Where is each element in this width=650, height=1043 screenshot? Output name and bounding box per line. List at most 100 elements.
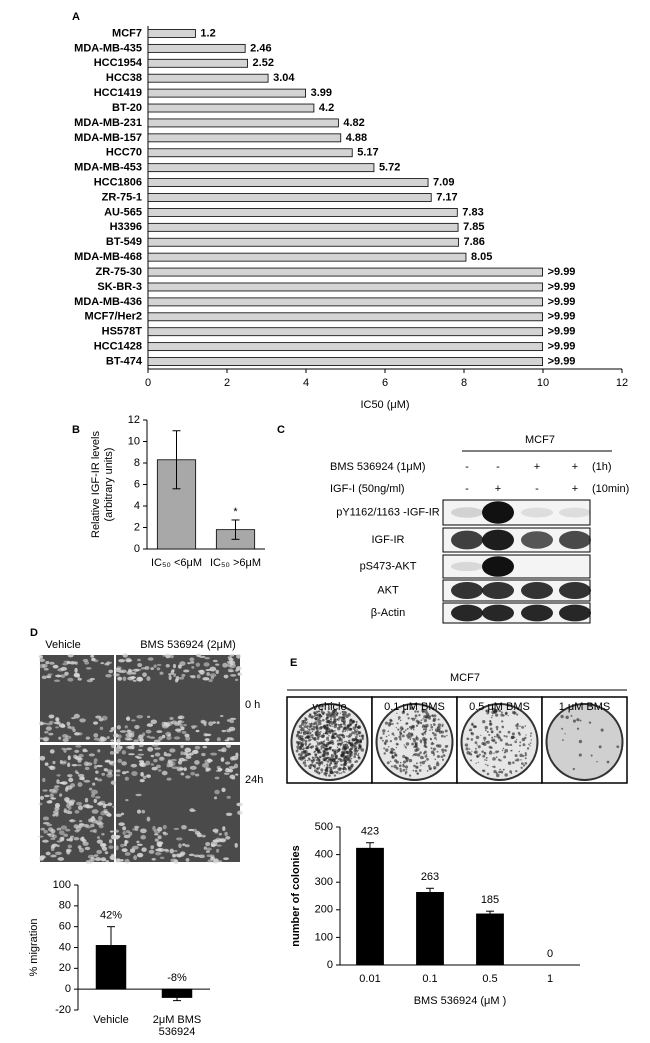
colony [516,727,519,730]
colony [353,755,356,759]
colony [476,754,480,758]
category-label: HCC1419 [94,87,142,99]
cell [125,745,133,749]
colony [525,734,527,736]
y-tick-label: 100 [315,931,333,943]
colony [501,749,504,752]
cell [125,770,129,774]
colony [301,735,304,738]
colony [315,727,319,730]
x-tick-label: 12 [616,377,628,389]
colony [327,729,331,733]
colony [308,731,312,735]
cell [212,659,218,663]
colony [308,728,311,731]
cell [231,755,239,761]
cell [173,849,178,852]
cell [73,713,80,719]
blot-strip [442,499,591,526]
colony [524,753,527,757]
category-label: BT-549 [106,236,142,248]
cell [117,676,123,681]
treatment-sign: + [534,461,540,473]
cell [45,722,53,726]
y-tick-label: 80 [59,900,71,912]
colony [347,724,350,727]
colony [404,756,408,760]
cell [157,826,163,832]
dish-label: 0.5 μM BMS [469,701,530,713]
cell [171,669,175,673]
colony [431,731,435,735]
colony [340,772,343,774]
colony [477,761,479,764]
colony [491,714,494,717]
cell [88,787,93,791]
colony [303,725,307,728]
cell [170,758,177,762]
cell [56,674,61,678]
cell [197,669,204,673]
colony [413,753,416,756]
colony [316,750,321,754]
cell [226,728,232,733]
colony [328,759,330,761]
panel-label: C [277,424,285,436]
colony [325,747,329,751]
colony [338,716,342,720]
cell [91,789,98,795]
cell [134,755,139,758]
colony [344,771,346,773]
cell [101,844,106,849]
cell [94,857,102,862]
colony [342,728,345,731]
colony [309,734,312,737]
cell [79,837,85,842]
cell [132,668,140,672]
colony [474,750,478,754]
colony [313,766,316,769]
cell [86,805,94,809]
colony [512,761,515,764]
bar [147,327,544,337]
colony [495,773,500,778]
cell [223,674,229,679]
cell [39,855,46,859]
cell [68,777,74,783]
cell [169,848,175,854]
colony [307,752,311,756]
colony [588,721,592,724]
cell [132,679,137,682]
blot-band [451,604,483,622]
colony [308,723,311,725]
colony [426,770,429,772]
colony [317,718,321,723]
colony [496,728,499,731]
colony [314,750,316,753]
colony [421,726,424,728]
colony [490,739,493,742]
colony [484,729,487,732]
colony [296,745,300,749]
colony [329,770,333,774]
cell [175,853,183,858]
cell [47,673,53,676]
colony [339,745,342,747]
colony [354,738,358,741]
cell-line: MCF7 [525,434,555,446]
colony [386,761,390,765]
colony [419,764,422,767]
cell [180,744,184,749]
colony [474,747,477,750]
cell [41,675,47,680]
colony [388,721,392,725]
colony [578,753,582,757]
cell [74,810,80,814]
cell [67,774,73,778]
colony [396,712,398,715]
value-label: 2.46 [250,42,271,54]
cell [137,658,141,662]
colony [381,739,384,742]
cell [147,746,154,752]
colony [404,708,407,711]
